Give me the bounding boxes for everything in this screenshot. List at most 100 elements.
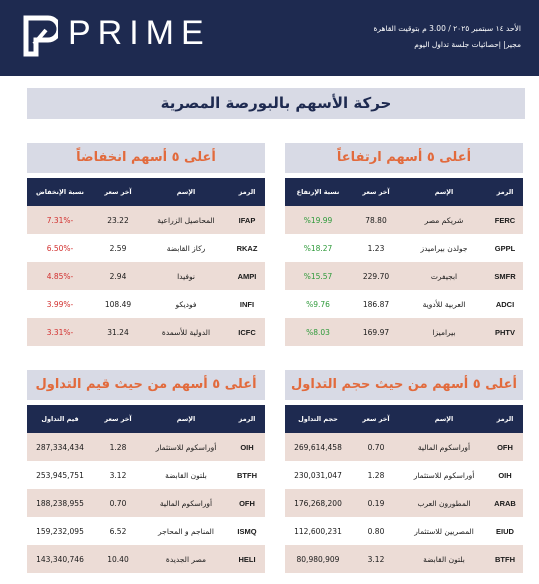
column-header: الرمز xyxy=(487,405,523,433)
table-row: HELI مصر الجديدة 10.40 143,340,746 xyxy=(27,545,265,573)
header-row: الرمز الإسم آخر سعر حجم التداول xyxy=(285,405,523,433)
data-table: الرمز الإسم آخر سعر قيم التداول OIH أوراسكوم … xyxy=(27,405,265,573)
table-cell: IFAP xyxy=(229,206,265,234)
table-cell: %9.76 xyxy=(306,299,330,309)
table-cell: 229.70 xyxy=(351,262,401,290)
table-cell: 287,334,434 xyxy=(27,433,93,461)
header-row: الرمز الإسم آخر سعر نسبة الإنخفاض xyxy=(27,178,265,206)
table-cell: 6.52 xyxy=(109,526,127,536)
table-cell: 1.28 xyxy=(367,470,385,480)
table-cell: 0.19 xyxy=(351,489,401,517)
table-cell: EIUD xyxy=(496,526,514,536)
table-row: ARAB المطورون العرب 0.19 176,268,200 xyxy=(285,489,523,517)
table-row: INFI فوديكو 108.49 -3.99% xyxy=(27,290,265,318)
table-cell: GPPL xyxy=(494,243,516,253)
table-cell: 108.49 xyxy=(104,299,132,309)
table-cell: 159,232,095 xyxy=(36,526,84,536)
table-cell: 31.24 xyxy=(93,318,143,346)
table-cell: المحاصيل الزراعية xyxy=(143,206,229,234)
table-row: OIH أوراسكوم للاستثمار 1.28 287,334,434 xyxy=(27,433,265,461)
table-card: أعلى ٥ أسهم من حيث قيم التداول الرمز الإسم… xyxy=(27,370,265,573)
table-cell: 169.97 xyxy=(351,318,401,346)
table-cell: أوراسكوم المالية xyxy=(401,433,487,461)
table-cell: FERC xyxy=(487,206,523,234)
table-cell: %15.57 xyxy=(285,262,351,290)
table-row: PHTV بيراميزا 169.97 %8.03 xyxy=(285,318,523,346)
column-header: الإسم xyxy=(401,178,487,206)
table-row: BTFH بلتون القابضة 3.12 253,945,751 xyxy=(27,461,265,489)
table-cell: ICFC xyxy=(229,318,265,346)
data-table: الرمز الإسم آخر سعر نسبة الإرتفاع FERC شريكم … xyxy=(285,178,523,346)
table-cell: 188,238,955 xyxy=(27,489,93,517)
table-cell: 253,945,751 xyxy=(36,470,84,480)
table-cell: OFH xyxy=(487,433,523,461)
table-cell: ADCI xyxy=(495,299,515,309)
table-row: EIUD المصريين للاستثمار 0.80 112,600,231 xyxy=(285,517,523,545)
column-header: قيم التداول xyxy=(27,405,93,433)
header-row: الرمز الإسم آخر سعر نسبة الإرتفاع xyxy=(285,178,523,206)
table-row: IFAP المحاصيل الزراعية 23.22 -7.31% xyxy=(27,206,265,234)
column-header: حجم التداول xyxy=(285,405,351,433)
table-cell: -4.85% xyxy=(27,262,93,290)
column-header: نسبة الإرتفاع xyxy=(285,178,351,206)
table-title: أعلى ٥ أسهم ارتفاعاً xyxy=(285,143,523,173)
subtitle: مجير| إحصائيات جلسة تداول اليوم xyxy=(414,40,521,49)
table-cell: ابجيفرت xyxy=(401,262,487,290)
table-cell: 269,614,458 xyxy=(285,433,351,461)
table-cell: العربية للأدوية xyxy=(422,299,466,309)
page-title: حركة الأسهم بالبورصة المصرية xyxy=(27,88,525,119)
table-row: FERC شريكم مصر 78.80 %19.99 xyxy=(285,206,523,234)
table-cell: 78.80 xyxy=(351,206,401,234)
table-cell: مصر الجديدة xyxy=(143,545,229,573)
table-cell: ISMQ xyxy=(237,526,257,536)
table-cell: المطورون العرب xyxy=(401,489,487,517)
column-header: الرمز xyxy=(229,405,265,433)
table-cell: جولدن بيراميدز xyxy=(420,243,468,253)
table-cell: أوراسكوم للاستثمار xyxy=(143,433,229,461)
table-row: SMFR ابجيفرت 229.70 %15.57 xyxy=(285,262,523,290)
table-cell: %18.27 xyxy=(303,243,333,253)
column-header: الرمز xyxy=(229,178,265,206)
table-cell: 80,980,909 xyxy=(285,545,351,573)
table-row: AMPI نوفيدا 2.94 -4.85% xyxy=(27,262,265,290)
table-row: ADCI العربية للأدوية 186.87 %9.76 xyxy=(285,290,523,318)
column-header: الرمز xyxy=(487,178,523,206)
table-cell: ARAB xyxy=(487,489,523,517)
column-header: نسبة الإنخفاض xyxy=(27,178,93,206)
data-table: الرمز الإسم آخر سعر حجم التداول OFH أوراسكوم … xyxy=(285,405,523,573)
table-cell: 0.80 xyxy=(367,526,385,536)
table-cell: ركاز القابضة xyxy=(166,243,206,253)
header: PRIME الأحد ١٤ سبتمبر ٢٠٢٥ / 3.00 م بتوق… xyxy=(0,0,539,76)
table-cell: أوراسكوم للاستثمار xyxy=(413,470,475,480)
table-card: أعلى ٥ أسهم انخفاضاً الرمز الإسم آخر سعر نسب… xyxy=(27,143,265,346)
table-row: GPPL جولدن بيراميدز 1.23 %18.27 xyxy=(285,234,523,262)
table-cell: PHTV xyxy=(487,318,523,346)
table-row: ICFC الدولية للأسمدة 31.24 -3.31% xyxy=(27,318,265,346)
header-row: الرمز الإسم آخر سعر قيم التداول xyxy=(27,405,265,433)
table-cell: -3.99% xyxy=(46,299,74,309)
table-cell: بلتون القابضة xyxy=(401,545,487,573)
table-cell: 186.87 xyxy=(362,299,390,309)
table-cell: INFI xyxy=(239,299,255,309)
table-cell: 230,031,047 xyxy=(294,470,342,480)
table-cell: 1.28 xyxy=(93,433,143,461)
column-header: آخر سعر xyxy=(93,405,143,433)
table-row: BTFH بلتون القابضة 3.12 80,980,909 xyxy=(285,545,523,573)
table-row: OIH أوراسكوم للاستثمار 1.28 230,031,047 xyxy=(285,461,523,489)
table-cell: 176,268,200 xyxy=(285,489,351,517)
table-cell: HELI xyxy=(229,545,265,573)
table-row: OFH أوراسكوم المالية 0.70 269,614,458 xyxy=(285,433,523,461)
table-cell: بيراميزا xyxy=(401,318,487,346)
table-cell: -3.31% xyxy=(27,318,93,346)
table-cell: 0.70 xyxy=(93,489,143,517)
table-cell: 0.70 xyxy=(351,433,401,461)
table-card: أعلى ٥ أسهم ارتفاعاً الرمز الإسم آخر سعر نسب… xyxy=(285,143,523,346)
table-cell: RKAZ xyxy=(236,243,258,253)
table-cell: OFH xyxy=(229,489,265,517)
column-header: الإسم xyxy=(143,405,229,433)
table-cell: 143,340,746 xyxy=(27,545,93,573)
table-cell: OIH xyxy=(498,470,512,480)
table-cell: AMPI xyxy=(229,262,265,290)
table-cell: 3.12 xyxy=(351,545,401,573)
